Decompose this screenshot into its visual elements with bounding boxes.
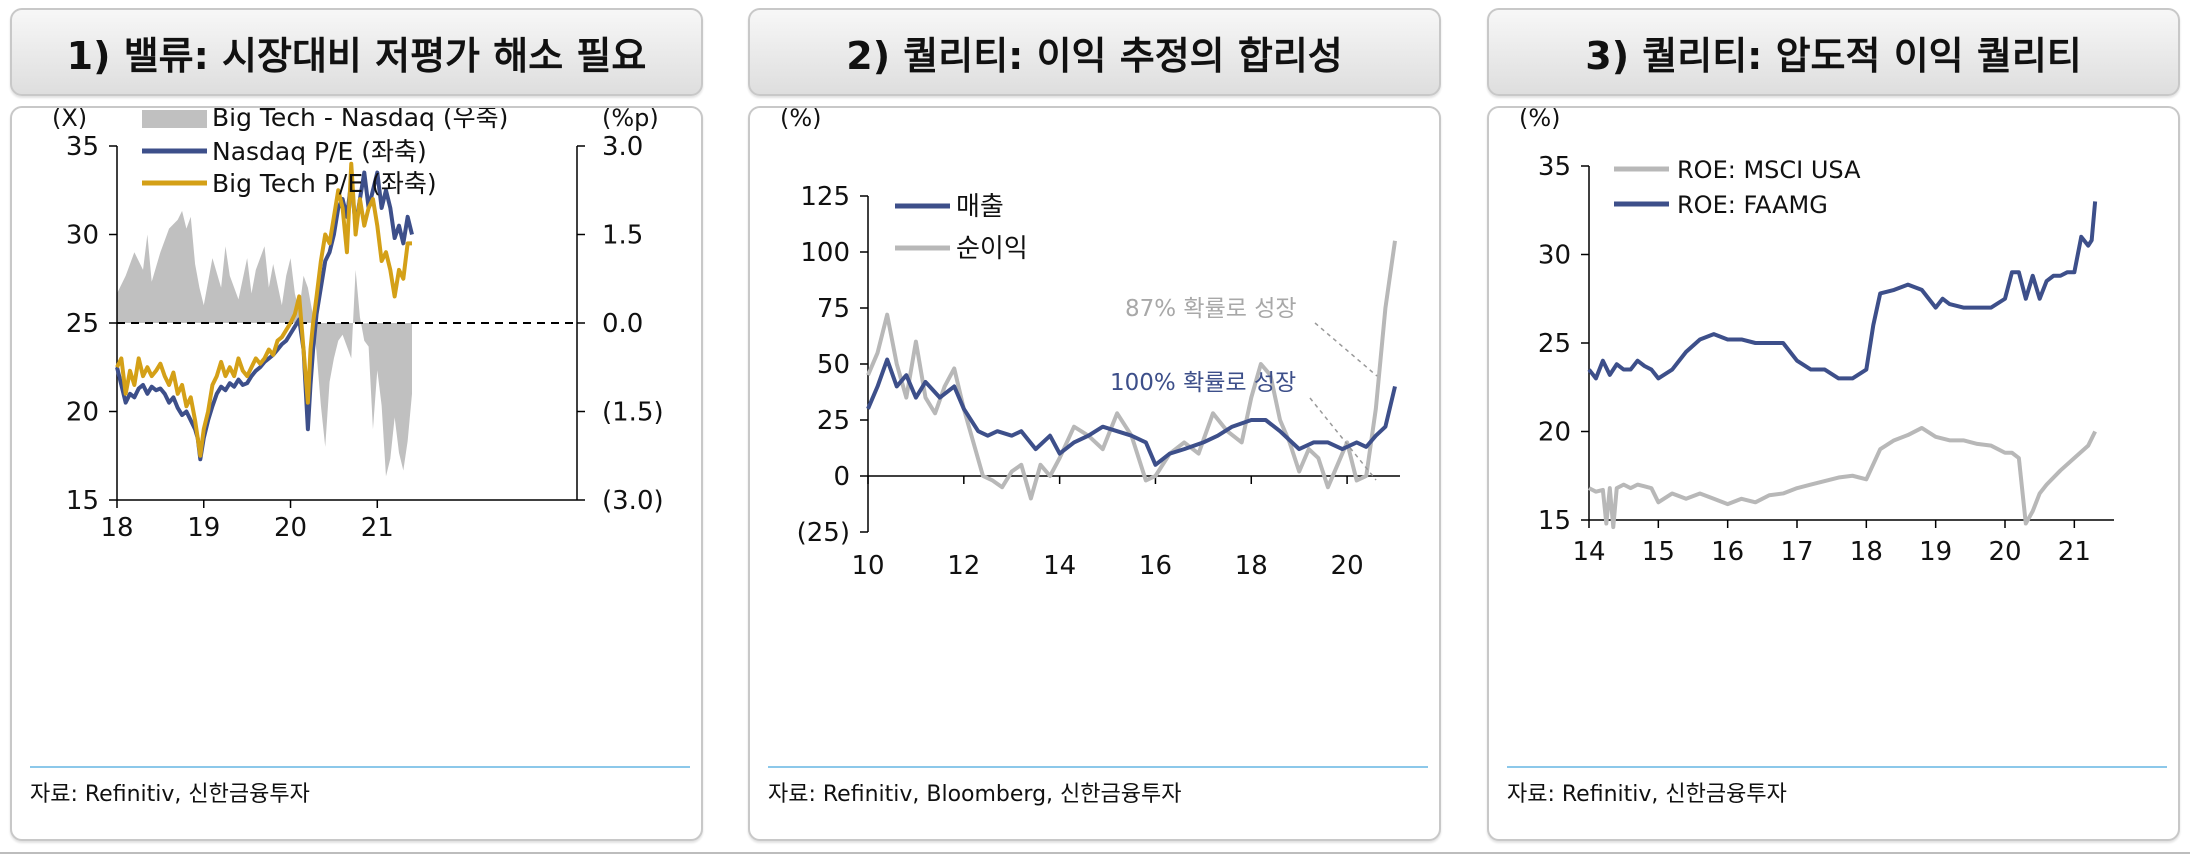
x-tick-label: 18 bbox=[1235, 551, 1268, 581]
y-tick-label: 25 bbox=[66, 309, 99, 339]
chart-valuation: 15 20 25 30 35 (3.0) (1.5) 0.0 1.5 3.0 18 19 20 21 (X)… bbox=[52, 108, 664, 543]
annotation-label: 87% 확률로 성장 bbox=[1125, 296, 1297, 322]
panel-valuation: 1) 밸류: 시장대비 저평가 해소 필요 15 20 25 30 35 (3.0) (1.… bbox=[10, 0, 703, 858]
page-bottom-rule bbox=[0, 852, 2190, 854]
panel-earnings-quality: 3) 퀄리티: 압도적 이익 퀄리티 15 20 25 30 35 14 15 16 17 18 1… bbox=[1487, 0, 2180, 858]
y-tick-label: 25 bbox=[1538, 329, 1571, 359]
source-note: 자료: Refinitiv, 신한금융투자 bbox=[1507, 782, 1787, 807]
source-divider bbox=[768, 766, 1428, 768]
panel-title: 1) 밸류: 시장대비 저평가 해소 필요 bbox=[10, 8, 703, 96]
legend-label: 순이익 bbox=[956, 234, 1028, 264]
y-tick-label: 15 bbox=[66, 486, 99, 516]
x-tick-label: 10 bbox=[851, 551, 884, 581]
series-line-roe-faamg bbox=[1587, 201, 2098, 381]
series-area-bigtech-minus-nasdaq bbox=[117, 210, 412, 477]
y-tick-label: 75 bbox=[817, 294, 850, 324]
source-note: 자료: Refinitiv, Bloomberg, 신한금융투자 bbox=[768, 782, 1182, 807]
x-tick-label: 16 bbox=[1711, 537, 1744, 567]
y-tick-label: 100 bbox=[800, 238, 850, 268]
series-line-nasdaq-pe bbox=[115, 170, 414, 462]
legend-label: Big Tech P/E (좌축) bbox=[212, 169, 437, 198]
legend-label: Big Tech - Nasdaq (우축) bbox=[212, 108, 508, 132]
x-tick-label: 14 bbox=[1572, 537, 1605, 567]
y-tick-label: 35 bbox=[1538, 152, 1571, 182]
y-tick-label: 50 bbox=[817, 350, 850, 380]
y-tick-label: (25) bbox=[797, 518, 850, 548]
chart-box: 15 20 25 30 35 14 15 16 17 18 19 20 21 (%) ROE: MSCI U… bbox=[1487, 106, 2180, 841]
chart-box: 15 20 25 30 35 (3.0) (1.5) 0.0 1.5 3.0 18 19 20 21 (X)… bbox=[10, 106, 703, 841]
series-line-bigtech-pe bbox=[115, 161, 412, 458]
y2-tick-label: (3.0) bbox=[602, 486, 664, 516]
y-tick-label: 20 bbox=[66, 398, 99, 428]
series-line-net-income bbox=[866, 240, 1397, 501]
x-tick-label: 15 bbox=[1642, 537, 1675, 567]
x-tick-label: 16 bbox=[1139, 551, 1172, 581]
y-unit: (%) bbox=[780, 108, 822, 132]
y-tick-label: 25 bbox=[817, 406, 850, 436]
y-unit: (%) bbox=[1519, 108, 1561, 132]
panel-earnings-estimate: 2) 퀄리티: 이익 추정의 합리성 (25) 0 25 50 75 100 125 10 12… bbox=[748, 0, 1441, 858]
x-tick-label: 21 bbox=[361, 513, 394, 543]
source-divider bbox=[30, 766, 690, 768]
y2-tick-label: 0.0 bbox=[602, 309, 643, 339]
series-line-roe-msci bbox=[1588, 425, 2097, 530]
x-tick-label: 20 bbox=[274, 513, 307, 543]
x-tick-label: 12 bbox=[947, 551, 980, 581]
y-tick-label: 0 bbox=[833, 462, 850, 492]
x-tick-label: 20 bbox=[1331, 551, 1364, 581]
y-tick-label: 35 bbox=[66, 132, 99, 162]
source-divider bbox=[1507, 766, 2167, 768]
annotation-label: 100% 확률로 성장 bbox=[1110, 370, 1296, 396]
legend-label: ROE: MSCI USA bbox=[1677, 156, 1861, 184]
panel-title: 2) 퀄리티: 이익 추정의 합리성 bbox=[748, 8, 1441, 96]
y2-tick-label: (1.5) bbox=[602, 398, 664, 428]
y-tick-label: 30 bbox=[66, 221, 99, 251]
legend-label: 매출 bbox=[956, 192, 1004, 222]
y-tick-label: 125 bbox=[800, 182, 850, 212]
x-tick-label: 17 bbox=[1780, 537, 1813, 567]
x-tick-label: 18 bbox=[100, 513, 133, 543]
series-line-revenue bbox=[866, 357, 1397, 467]
legend-swatch-area bbox=[142, 110, 207, 128]
right-unit: (%p) bbox=[602, 108, 659, 132]
x-tick-label: 19 bbox=[187, 513, 220, 543]
left-unit: (X) bbox=[52, 108, 87, 132]
y2-tick-label: 3.0 bbox=[602, 132, 643, 162]
x-tick-label: 14 bbox=[1043, 551, 1076, 581]
x-tick-label: 20 bbox=[1988, 537, 2021, 567]
x-tick-label: 21 bbox=[2058, 537, 2091, 567]
x-tick-label: 19 bbox=[1919, 537, 1952, 567]
y-tick-label: 20 bbox=[1538, 418, 1571, 448]
annotation-leader bbox=[1309, 397, 1377, 481]
panel-title: 3) 퀄리티: 압도적 이익 퀄리티 bbox=[1487, 8, 2180, 96]
x-tick-label: 18 bbox=[1850, 537, 1883, 567]
y-tick-label: 15 bbox=[1538, 506, 1571, 536]
y2-tick-label: 1.5 bbox=[602, 221, 643, 251]
y-tick-label: 30 bbox=[1538, 241, 1571, 271]
annotation-leader bbox=[1314, 322, 1378, 377]
legend-label: ROE: FAAMG bbox=[1677, 191, 1828, 219]
legend-label: Nasdaq P/E (좌축) bbox=[212, 137, 427, 166]
source-note: 자료: Refinitiv, 신한금융투자 bbox=[30, 782, 310, 807]
